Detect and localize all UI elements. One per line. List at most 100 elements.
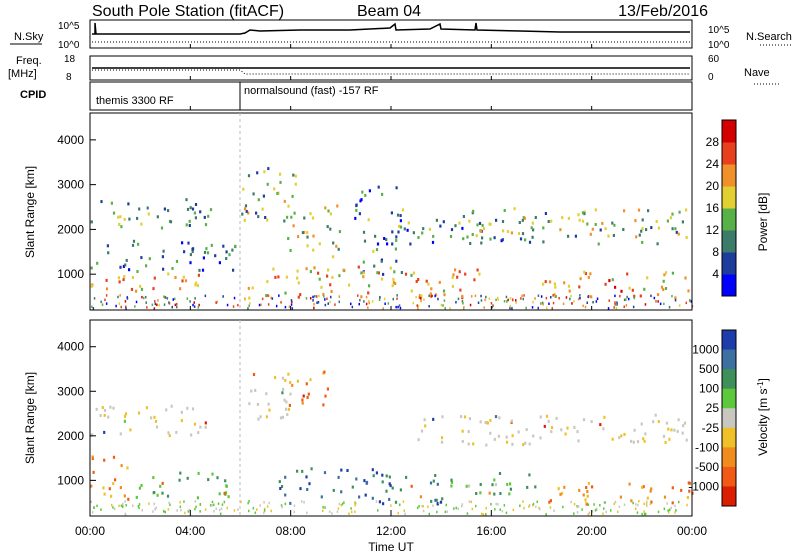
velocity-colorbar-segment	[722, 447, 736, 468]
power-echo-cell	[391, 284, 394, 288]
power-echo-cell	[442, 220, 445, 224]
power-ytick-label: 2000	[57, 222, 84, 236]
velocity-echo-cell	[620, 434, 623, 438]
power-echo-cell	[204, 294, 207, 298]
power-echo-cell	[367, 291, 370, 295]
velocity-echo-cell	[259, 504, 261, 507]
power-echo-cell	[174, 297, 176, 301]
power-echo-cell	[331, 275, 334, 279]
velocity-echo-cell	[263, 511, 265, 515]
velocity-echo-cell	[457, 507, 459, 511]
velocity-echo-cell	[650, 487, 653, 491]
power-echo-cell	[175, 259, 179, 263]
power-echo-cell	[523, 294, 525, 297]
velocity-echo-cell	[256, 508, 258, 511]
power-echo-cell	[143, 296, 145, 300]
power-echo-cell	[306, 244, 309, 248]
velocity-echo-cell	[420, 429, 424, 433]
power-echo-cell	[668, 306, 671, 309]
power-echo-cell	[148, 257, 151, 261]
power-echo-cell	[461, 294, 464, 298]
power-echo-cell	[614, 303, 616, 306]
velocity-echo-cell	[436, 482, 439, 486]
time-xlabel: Time UT	[368, 540, 414, 554]
velocity-echo-cell	[288, 403, 291, 407]
power-colorbar-segment	[722, 230, 736, 253]
power-echo-cell	[330, 290, 333, 293]
velocity-echo-cell	[350, 507, 352, 510]
velocity-echo-cell	[301, 401, 304, 405]
power-echo-cell	[583, 212, 586, 216]
velocity-echo-cell	[284, 475, 287, 479]
velocity-echo-cell	[378, 500, 381, 504]
power-echo-cell	[449, 307, 451, 310]
velocity-echo-cell	[346, 469, 349, 472]
power-echo-cell	[480, 299, 483, 302]
velocity-echo-cell	[306, 395, 309, 399]
power-echo-cell	[485, 295, 487, 299]
power-echo-cell	[274, 275, 277, 279]
velocity-echo-cell	[497, 434, 500, 438]
power-echo-cell	[293, 211, 296, 215]
power-echo-cell	[226, 303, 229, 307]
power-echo-cell	[299, 293, 302, 297]
power-echo-cell	[643, 287, 646, 291]
power-echo-cell	[151, 303, 154, 307]
velocity-echo-cell	[204, 425, 207, 429]
velocity-echo-cell	[195, 505, 197, 509]
power-echo-cell	[172, 298, 174, 301]
power-echo-cell	[96, 261, 99, 265]
power-echo-cell	[278, 294, 280, 297]
power-echo-cell	[313, 303, 315, 306]
power-echo-cell	[123, 217, 126, 221]
velocity-echo-cell	[517, 430, 520, 434]
noise-tick-left-high: 10^5	[58, 21, 80, 32]
power-echo-cell	[378, 298, 381, 301]
velocity-echo-cell	[120, 504, 123, 507]
velocity-ytick-label: 1000	[57, 473, 84, 487]
velocity-echo-cell	[650, 500, 653, 504]
velocity-echo-cell	[91, 455, 94, 459]
power-echo-cell	[105, 302, 108, 305]
velocity-echo-cell	[590, 420, 593, 424]
velocity-echo-cell	[686, 503, 688, 507]
power-echo-cell	[395, 238, 398, 242]
velocity-echo-cell	[586, 494, 589, 498]
power-echo-cell	[266, 182, 269, 186]
power-echo-cell	[276, 192, 279, 195]
power-echo-cell	[521, 218, 524, 222]
power-echo-cell	[469, 242, 472, 245]
power-echo-cell	[553, 282, 556, 286]
velocity-echo-cell	[99, 414, 102, 417]
velocity-echo-cell	[603, 501, 605, 504]
power-echo-cell	[164, 296, 167, 299]
nave-tick-low: 0	[708, 72, 714, 83]
velocity-echo-cell	[252, 373, 256, 376]
power-echo-cell	[124, 300, 127, 303]
power-echo-cell	[379, 296, 381, 299]
power-colorbar-tick: 8	[712, 245, 719, 259]
velocity-echo-cell	[468, 500, 471, 503]
velocity-echo-cell	[508, 492, 511, 496]
power-echo-cell	[119, 215, 122, 219]
velocity-echo-cell	[364, 493, 367, 497]
velocity-echo-cell	[302, 394, 305, 398]
velocity-echo-cell	[137, 504, 140, 508]
velocity-echo-cell	[577, 505, 580, 508]
velocity-echo-cell	[348, 512, 350, 515]
power-colorbar-segment	[722, 186, 736, 209]
velocity-echo-cell	[646, 500, 648, 504]
power-echo-cell	[243, 218, 246, 222]
velocity-echo-cell	[355, 502, 357, 505]
power-echo-cell	[506, 230, 510, 233]
velocity-echo-cell	[140, 484, 143, 487]
nsky-label: N.Sky	[14, 31, 44, 43]
velocity-echo-cell	[635, 503, 637, 506]
velocity-ytick-label: 2000	[57, 429, 84, 443]
power-echo-cell	[290, 303, 293, 306]
power-echo-cell	[657, 226, 660, 230]
power-echo-cell	[338, 295, 341, 298]
velocity-echo-cell	[463, 415, 467, 419]
power-echo-cell	[196, 284, 199, 288]
velocity-echo-cell	[419, 495, 422, 499]
